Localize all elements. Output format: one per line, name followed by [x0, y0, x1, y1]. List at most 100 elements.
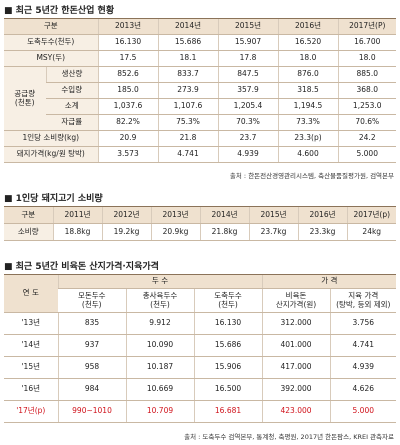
- header-cell: 2013년: [97, 18, 158, 35]
- header-cell: 총사육두수 (천두): [125, 288, 194, 313]
- data-row: 도축두수(천두) 16.130 15.686 15.907 16.520 16.700: [4, 34, 396, 51]
- row-label: 도축두수(천두): [4, 34, 98, 51]
- cell: 15.906: [193, 356, 263, 379]
- cell: 19.2kg: [101, 223, 151, 241]
- cell: 16.700: [337, 34, 396, 51]
- cell: 70.6%: [337, 114, 396, 131]
- header-row: 모돈두수 (천두) 총사육두수 (천두) 도축두수 (천두) 비육돈 산지가격(원) 지…: [4, 288, 397, 313]
- cell: 16.681: [193, 400, 263, 423]
- header-row: 구분 2011년 2012년 2013년 2014년 2015년 2016년 2017년(p): [4, 206, 396, 224]
- data-row: '14년 937 10.090 15.686 401.000 4.741: [4, 334, 397, 357]
- cell: 17.5: [97, 50, 158, 67]
- row-label: MSY(두): [4, 50, 98, 67]
- row-label: 수입량: [46, 82, 98, 99]
- cell: 1,037.6: [97, 98, 158, 115]
- data-row: '13년 835 9.912 16.130 312.000 3.756: [4, 312, 397, 335]
- industry-table: 구분 2013년 2014년 2015년 2016년 2017년(P) 도축두수(천두) 16…: [4, 18, 396, 163]
- section-title: ■ 최근 5년간 한돈산업 현황: [4, 6, 115, 16]
- cell: 312.000: [261, 312, 331, 335]
- header-cell: 연 도: [4, 274, 58, 313]
- row-label: 자급률: [46, 114, 98, 131]
- cell: 73.3%: [277, 114, 338, 131]
- cell: 401.000: [261, 334, 331, 357]
- source-note: 출처 : 도축두수 검역본부, 통계청, 축평원, 2017년 한돈팜스, KR…: [184, 433, 394, 441]
- data-row: '17년(p) 990~1010 10.709 16.681 423.000 5.000: [4, 400, 397, 423]
- cell: 23.7kg: [248, 223, 298, 241]
- row-label: 소비량: [4, 223, 53, 241]
- table-body: 소비량 18.8kg 19.2kg 20.9kg 21.8kg 23.7kg 23.3kg 2…: [4, 223, 396, 241]
- cell: 958: [57, 356, 126, 379]
- data-row: '16년 984 10.669 16.500 392.000 4.626: [4, 378, 397, 401]
- cell: 3.756: [329, 312, 397, 335]
- cell: 833.7: [157, 66, 218, 83]
- cell: 4.741: [329, 334, 397, 357]
- header-cell: 2017년(P): [337, 18, 396, 35]
- cell: 1,107.6: [157, 98, 218, 115]
- cell: 3.573: [97, 146, 158, 163]
- data-row: 수입량 185.0 273.9 357.9 318.5 368.0: [4, 82, 396, 99]
- cell: 185.0: [97, 82, 158, 99]
- cell: 23.3(p): [277, 130, 338, 147]
- table-head: 구분 2013년 2014년 2015년 2016년 2017년(P): [4, 18, 396, 35]
- header-cell: 2013년: [150, 206, 200, 224]
- cell: 10.090: [125, 334, 194, 357]
- cell: 984: [57, 378, 126, 401]
- cell: 15.686: [157, 34, 218, 51]
- cell: 21.8: [157, 130, 218, 147]
- row-label: '13년: [4, 312, 58, 335]
- cell: 273.9: [157, 82, 218, 99]
- consumption-table: 구분 2011년 2012년 2013년 2014년 2015년 2016년 2017년(p)…: [4, 206, 396, 241]
- row-label: '14년: [4, 334, 58, 357]
- header-row: 구분 2013년 2014년 2015년 2016년 2017년(P): [4, 18, 396, 35]
- header-cell: 2011년: [52, 206, 102, 224]
- header-cell: 2017년(p): [346, 206, 396, 224]
- header-cell: 구분: [4, 18, 98, 35]
- cell: 16.130: [193, 312, 263, 335]
- table-body: '13년 835 9.912 16.130 312.000 3.756'14년 937 10.…: [4, 312, 397, 423]
- header-cell: 2015년: [217, 18, 278, 35]
- cell: 417.000: [261, 356, 331, 379]
- header-cell: 도축두수 (천두): [193, 288, 263, 313]
- cell: 847.5: [217, 66, 278, 83]
- cell: 10.187: [125, 356, 194, 379]
- header-cell: 모돈두수 (천두): [58, 288, 126, 313]
- header-cell: 2012년: [101, 206, 151, 224]
- cell: 18.1: [157, 50, 218, 67]
- header-cell: 2016년: [297, 206, 347, 224]
- group-label: 공급량 (천톤): [4, 66, 46, 131]
- row-label: '16년: [4, 378, 58, 401]
- cell: 10.669: [125, 378, 194, 401]
- data-row: 공급량 (천톤) 생산량 852.6 833.7 847.5 876.0 885.0: [4, 66, 396, 131]
- cell: 4.939: [217, 146, 278, 163]
- header-cell: 비육돈 산지가격(원): [261, 288, 331, 313]
- header-cell: 구분: [4, 206, 53, 224]
- cell: 876.0: [277, 66, 338, 83]
- cell: 24kg: [346, 223, 396, 241]
- header-cell: 2016년: [277, 18, 338, 35]
- data-row: 자급률 82.2% 75.3% 70.3% 73.3% 70.6%: [4, 114, 396, 131]
- cell: 318.5: [277, 82, 338, 99]
- cell: 15.686: [193, 334, 263, 357]
- source-note: 출처 : 한돈전산경영관리시스템, 축산물품질평가원, 검역본부: [229, 172, 394, 180]
- cell: 4.741: [157, 146, 218, 163]
- row-label: '17년(p): [4, 400, 58, 423]
- section-title: ■ 최근 5년간 비육돈 산지가격·지육가격: [4, 262, 159, 272]
- cell: 23.3kg: [297, 223, 347, 241]
- cell: 10.709: [125, 400, 194, 423]
- cell: 4.600: [277, 146, 338, 163]
- cell: 937: [57, 334, 126, 357]
- data-row: 소비량 18.8kg 19.2kg 20.9kg 21.8kg 23.7kg 23.3kg 2…: [4, 223, 396, 241]
- cell: 70.3%: [217, 114, 278, 131]
- header-cell: 2014년: [157, 18, 218, 35]
- row-label: 생산량: [45, 66, 98, 83]
- cell: 368.0: [337, 82, 396, 99]
- row-label: 소계: [46, 98, 98, 115]
- cell: 15.907: [217, 34, 278, 51]
- data-row: '15년 958 10.187 15.906 417.000 4.939: [4, 356, 397, 379]
- header-cell: 지육 가격 (탕박, 등외 제외): [329, 288, 397, 313]
- cell: 17.8: [217, 50, 278, 67]
- data-row: MSY(두) 17.5 18.1 17.8 18.0 18.0: [4, 50, 396, 67]
- cell: 1,194.5: [277, 98, 338, 115]
